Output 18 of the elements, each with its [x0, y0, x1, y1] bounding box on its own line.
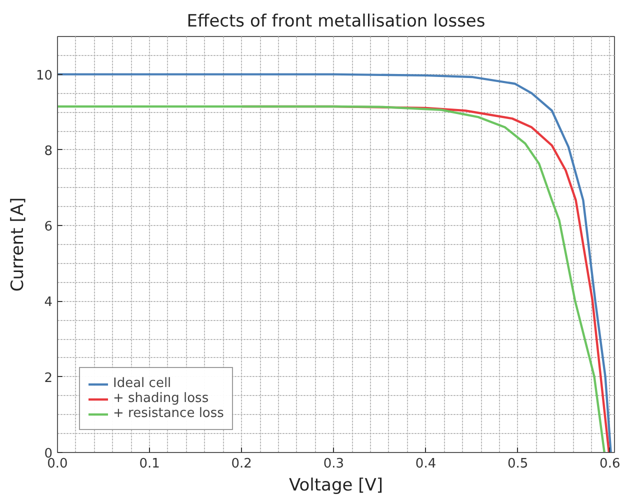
y-tick-label: 6: [44, 220, 53, 235]
x-tick-label: 0.2: [231, 456, 252, 472]
legend-label: + shading loss: [113, 391, 209, 406]
x-tick-label: 0.5: [507, 456, 528, 472]
y-tick-label: 2: [44, 370, 53, 386]
legend-label: + resistance loss: [113, 406, 224, 421]
y-axis-title: Current [A]: [8, 197, 28, 292]
chart-title: Effects of front metallisation losses: [186, 12, 486, 32]
y-tick-label: 4: [44, 295, 53, 310]
x-tick-label: 0.3: [323, 456, 344, 472]
x-tick-label: 0.6: [600, 456, 620, 472]
y-tick-label: 10: [36, 68, 53, 84]
x-axis-title: Voltage [V]: [288, 476, 384, 496]
x-tick-label: 0.4: [415, 456, 436, 472]
x-tick-label: 0.1: [139, 456, 160, 472]
y-tick-label: 8: [44, 144, 53, 159]
legend-label: Ideal cell: [113, 376, 172, 391]
x-tick-label: 0.0: [47, 456, 68, 472]
